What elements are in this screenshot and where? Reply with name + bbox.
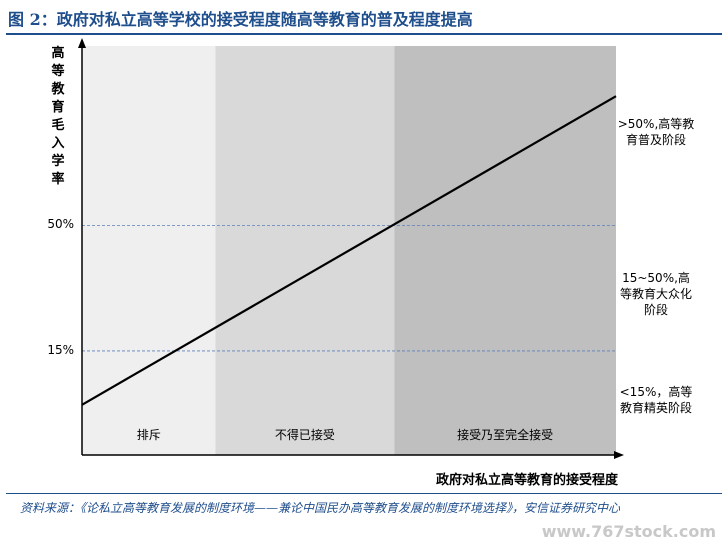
- zone-group: [82, 46, 616, 455]
- zone-band-0: [82, 46, 216, 455]
- watermark: www.767stock.com: [541, 522, 716, 541]
- trend-line: [81, 95, 617, 406]
- zone-label-2: 接受乃至完全接受: [457, 428, 554, 442]
- gridline-group: [82, 224, 616, 352]
- source-note: 资料来源：《论私立高等教育发展的制度环境——兼论中国民办高等教育发展的制度环境选…: [20, 501, 621, 515]
- stage-note-elite: <15%，高等教育精英阶段: [619, 385, 693, 415]
- source-divider: [6, 493, 722, 494]
- x-axis-arrow: [614, 451, 624, 459]
- y-tick-label-0: 15%: [47, 342, 74, 357]
- zone-band-1: [215, 46, 395, 455]
- zone-label-1: 不得已接受: [274, 428, 335, 442]
- y-axis-arrow: [78, 38, 86, 48]
- stage-note-mass: 15~50%,高等教育大众化阶段: [619, 271, 692, 317]
- title-divider: [6, 33, 722, 35]
- y-tick-label-1: 50%: [47, 217, 74, 232]
- stage-note-universal: >50%,高等教育普及阶段: [617, 117, 695, 147]
- zone-label-0: 排斥: [136, 428, 161, 442]
- chart-title: 图 2：政府对私立高等学校的接受程度随高等教育的普及程度提高: [8, 10, 473, 29]
- zone-band-2: [394, 46, 616, 455]
- x-axis-label: 政府对私立高等教育的接受程度: [435, 473, 618, 488]
- y-axis-label: 高等教育毛入学率: [51, 46, 65, 187]
